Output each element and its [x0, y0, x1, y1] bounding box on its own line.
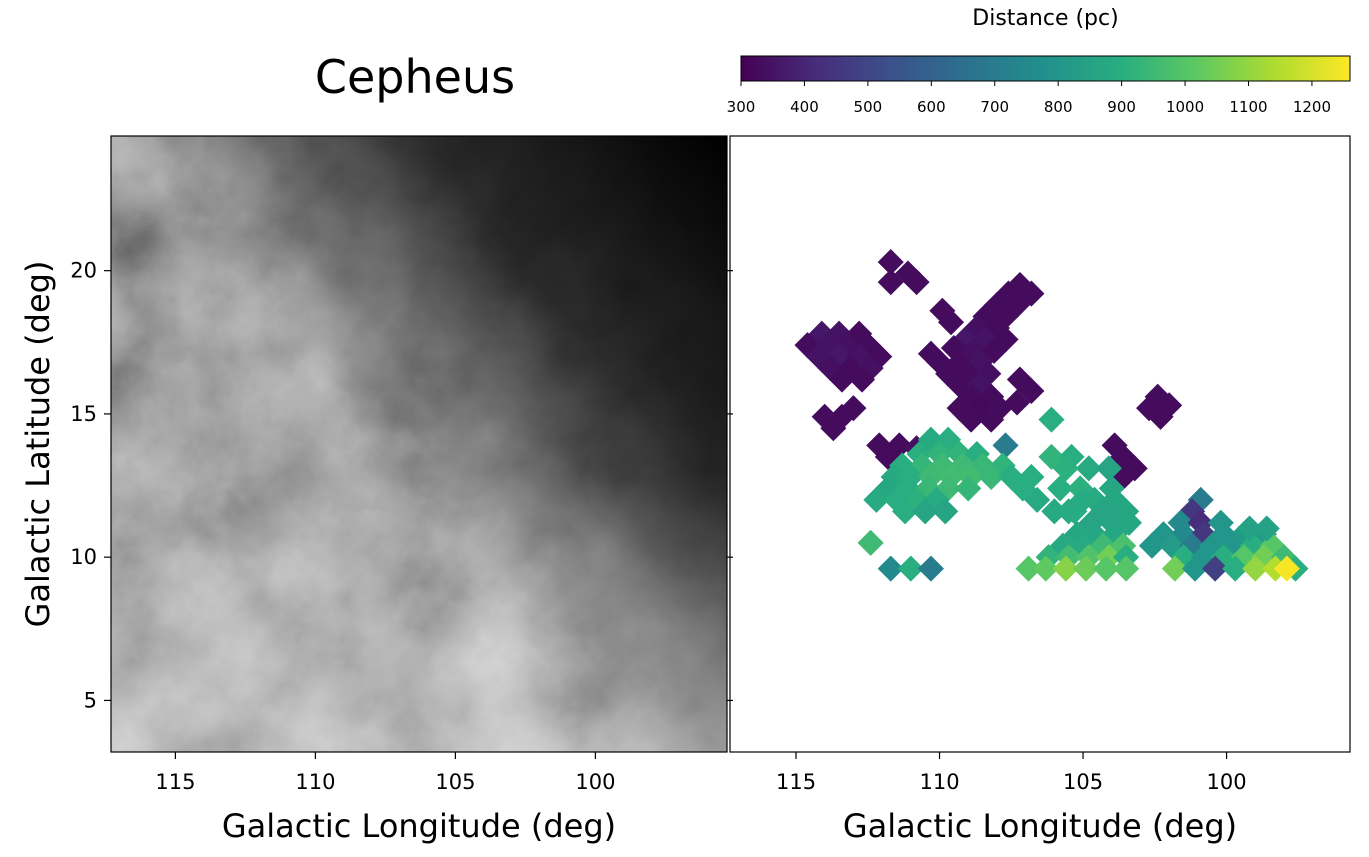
distance-pixel	[1202, 555, 1229, 582]
x-tick-label: 105	[435, 770, 475, 794]
distance-pixel	[1181, 555, 1209, 582]
distance-pixel	[1038, 443, 1065, 470]
distance-pixel	[917, 555, 944, 582]
colorbar	[740, 55, 1351, 82]
distance-pixel	[1075, 455, 1102, 482]
distance-pixel	[877, 555, 904, 582]
x-tick-label: 115	[155, 770, 195, 794]
colorbar-tick-label: 1100	[1229, 98, 1267, 116]
distance-pixel	[1038, 406, 1065, 433]
colorbar-tick-label: 800	[1044, 98, 1073, 116]
distance-pixel	[892, 498, 919, 525]
distance-pixel	[1009, 475, 1036, 502]
y-tick-label: 20	[70, 259, 97, 283]
distance-pixel	[978, 406, 1005, 433]
colorbar-tick-label: 600	[917, 98, 946, 116]
chart-title: Cepheus	[314, 50, 516, 104]
distance-pixel	[840, 395, 867, 422]
distance-pixel	[1113, 555, 1140, 582]
dust-map-panel	[110, 135, 728, 753]
axis-ticks: 115 110 105 100 115 110 105 100 5 10 15 20 300 400 500…	[70, 81, 1331, 794]
distance-pixel	[1138, 532, 1165, 559]
y-tick-label: 15	[70, 402, 97, 426]
distance-pixel	[1147, 403, 1174, 430]
distance-pixel	[1070, 486, 1097, 513]
distance-pixel	[877, 269, 904, 296]
distance-pixel	[1242, 555, 1269, 582]
x-tick-label: 115	[776, 770, 816, 794]
x-tick-label: 105	[1063, 770, 1103, 794]
distance-pixel	[903, 269, 930, 296]
distance-pixel	[1161, 555, 1188, 582]
x-axis-label-left: Galactic Longitude (deg)	[221, 807, 617, 845]
distance-pixel	[1018, 377, 1045, 405]
distance-pixel	[1115, 509, 1143, 536]
distance-pixel	[863, 486, 890, 513]
distance-pixel	[1055, 498, 1082, 525]
distance-pixels	[794, 249, 1309, 582]
distance-pixel	[820, 415, 847, 442]
distance-pixel	[978, 463, 1005, 490]
y-tick-label: 10	[70, 545, 97, 569]
distance-pixel	[1098, 475, 1125, 502]
distance-pixel	[897, 555, 924, 582]
distance-pixel	[828, 366, 855, 393]
x-tick-label: 110	[919, 770, 959, 794]
distance-pixel	[1222, 555, 1249, 582]
distance-pixel	[912, 498, 939, 525]
colorbar-tick-label: 1000	[1166, 98, 1204, 116]
x-tick-label: 110	[295, 770, 335, 794]
x-tick-label: 100	[1207, 770, 1247, 794]
distance-pixel	[1273, 555, 1300, 582]
distance-pixel	[958, 406, 985, 433]
distance-map-panel	[729, 135, 1351, 753]
colorbar-tick-label: 1200	[1293, 98, 1331, 116]
distance-pixel	[874, 443, 901, 470]
colorbar-tick-label: 900	[1107, 98, 1136, 116]
colorbar-tick-label: 300	[727, 98, 756, 116]
distance-pixel	[849, 366, 876, 393]
x-axis-label-right: Galactic Longitude (deg)	[842, 807, 1238, 845]
y-tick-label: 5	[84, 688, 97, 712]
x-tick-label: 100	[575, 770, 615, 794]
distance-pixel	[1018, 280, 1045, 307]
colorbar-tick-label: 700	[980, 98, 1009, 116]
colorbar-tick-label: 400	[790, 98, 819, 116]
distance-pixel	[1047, 475, 1074, 502]
distance-pixel	[1052, 455, 1079, 482]
colorbar-tick-label: 500	[854, 98, 883, 116]
distance-pixel	[1072, 555, 1099, 582]
distance-pixel	[1032, 555, 1059, 582]
distance-pixel	[857, 529, 884, 556]
colorbar-label: Distance (pc)	[972, 6, 1119, 31]
distance-pixel	[981, 337, 1008, 364]
distance-pixel	[1092, 555, 1120, 582]
distance-pixel	[937, 309, 965, 336]
distance-pixel	[955, 475, 982, 502]
distance-pixel	[932, 498, 959, 525]
distance-pixel	[1052, 555, 1079, 582]
distance-pixel	[1024, 486, 1051, 513]
distance-pixel	[1253, 515, 1280, 542]
